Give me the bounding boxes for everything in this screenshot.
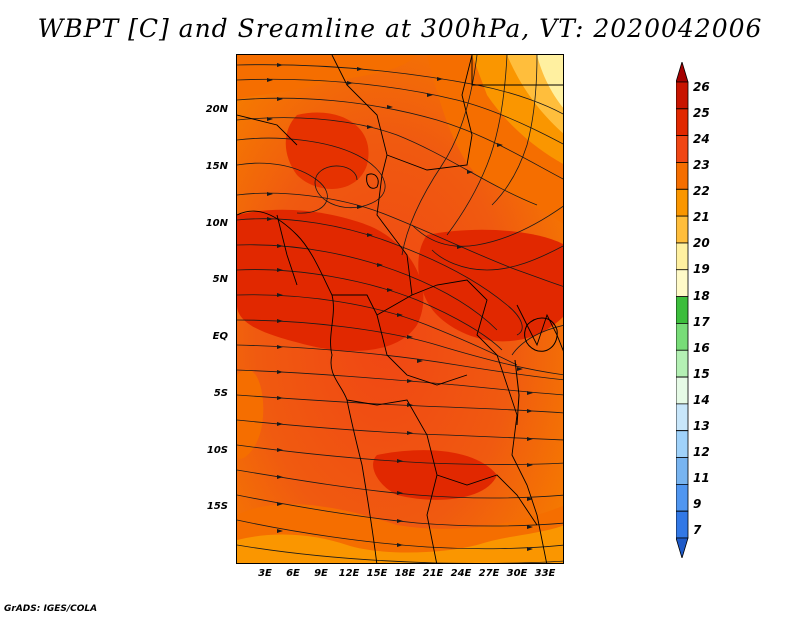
wbpt-22-northwest: [237, 55, 417, 100]
colorbar-label: 15: [693, 367, 710, 381]
lat-label: 5N: [212, 274, 228, 285]
colorbar-label: 12: [693, 445, 710, 459]
streamline-arrows: [267, 63, 533, 551]
lon-label: 27E: [478, 568, 500, 579]
lon-label: 12E: [338, 568, 360, 579]
colorbar-cell: [676, 537, 689, 558]
colorbar-cell: [676, 81, 689, 110]
colorbar-cell: [676, 135, 689, 163]
wbpt-24-north: [285, 112, 369, 189]
colorbar-cell: [676, 108, 689, 137]
colorbar-label: 21: [693, 210, 710, 224]
colorbar-label: 16: [693, 341, 710, 355]
colorbar-cell: [676, 376, 689, 405]
wbpt-22-west: [237, 369, 264, 459]
lat-label: EQ: [212, 331, 228, 342]
colorbar-cells: [676, 62, 689, 558]
colorbar-cell: [676, 430, 689, 458]
lon-label: 18E: [394, 568, 416, 579]
colorbar-label: 19: [693, 262, 710, 276]
colorbar-cell: [676, 483, 689, 512]
lon-label: 15E: [366, 568, 388, 579]
country-borders: [237, 55, 563, 563]
map-field-svg: [237, 55, 563, 563]
colorbar-cell: [676, 188, 689, 217]
lon-label: 24E: [450, 568, 472, 579]
colorbar-label: 20: [693, 236, 710, 250]
colorbar-label: 7: [693, 523, 702, 537]
wbpt-19-northeast: [537, 55, 563, 108]
colorbar-cell: [676, 269, 689, 297]
chart-title: WBPT [C] and Sreamline at 300hPa, VT: 20…: [37, 14, 763, 43]
colorbar-label: 9: [693, 497, 702, 511]
colorbar-cell: [676, 349, 689, 378]
grads-credit: GrADS: IGES/COLA: [4, 604, 98, 614]
lon-label: 30E: [506, 568, 528, 579]
wbpt-24-east: [418, 229, 563, 342]
colorbar-cell: [676, 242, 689, 271]
lon-label: 3E: [258, 568, 272, 579]
colorbar-cell: [676, 323, 689, 351]
colorbar-label: 26: [693, 80, 710, 94]
wbpt-24-south: [373, 450, 497, 500]
colorbar-label: 14: [693, 393, 710, 407]
colorbar: [676, 62, 689, 558]
lakes: [366, 173, 558, 426]
colorbar-label: 17: [693, 315, 710, 329]
colorbar-cell: [676, 215, 689, 244]
lon-label: 9E: [314, 568, 328, 579]
colorbar-label: 24: [693, 132, 710, 146]
colorbar-cell: [676, 457, 689, 485]
lat-label: 10N: [205, 218, 228, 229]
colorbar-label: 18: [693, 289, 710, 303]
lat-label: 5S: [213, 388, 228, 399]
lat-label: 15N: [205, 161, 228, 172]
colorbar-label: 13: [693, 419, 710, 433]
colorbar-label: 23: [693, 158, 710, 172]
lon-label: 6E: [286, 568, 300, 579]
colorbar-cell: [676, 162, 689, 190]
colorbar-label: 25: [693, 106, 710, 120]
colorbar-cell: [676, 510, 689, 539]
lat-label: 15S: [206, 501, 228, 512]
wbpt-21-south: [237, 525, 563, 563]
lat-label: 20N: [205, 104, 228, 115]
colorbar-cell: [676, 296, 689, 324]
colorbar-cell: [676, 62, 689, 83]
map-plot-area: [236, 54, 564, 564]
lon-label: 21E: [422, 568, 444, 579]
colorbar-cell: [676, 403, 689, 432]
lon-label: 33E: [534, 568, 556, 579]
lat-label: 10S: [206, 445, 228, 456]
colorbar-label: 22: [693, 184, 710, 198]
colorbar-label: 11: [693, 471, 710, 485]
